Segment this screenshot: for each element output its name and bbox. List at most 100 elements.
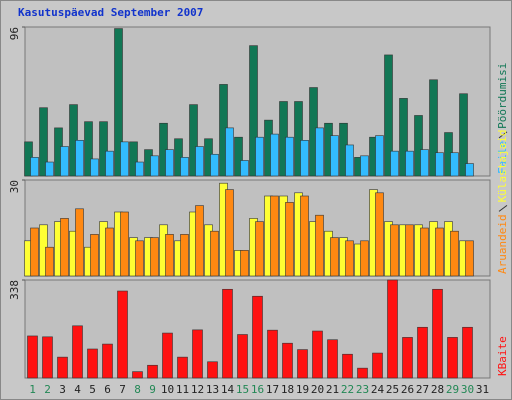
bar (375, 192, 384, 277)
x-tick-label: 5 (89, 383, 96, 396)
bar (294, 101, 303, 177)
bar (99, 121, 108, 177)
x-tick-label: 6 (104, 383, 111, 396)
bar (27, 335, 38, 379)
x-tick-label: 12 (191, 383, 204, 396)
legend-label: Pöördumisi (496, 63, 509, 129)
bar (102, 343, 113, 379)
bar (105, 150, 114, 177)
x-tick-label: 16 (251, 383, 264, 396)
bar (120, 211, 129, 277)
y-tick-label: 96 (8, 27, 21, 40)
x-tick-label: 26 (401, 383, 414, 396)
bar (420, 227, 429, 277)
bar (72, 325, 83, 379)
bar (315, 214, 324, 277)
bar (84, 121, 93, 177)
x-tick-label: 10 (161, 383, 174, 396)
bar (360, 155, 369, 177)
bar (162, 332, 173, 379)
x-tick-label: 30 (461, 383, 474, 396)
bar (450, 152, 459, 177)
x-tick-label: 31 (476, 383, 489, 396)
bar (189, 104, 198, 177)
bar (45, 246, 54, 277)
bar (330, 135, 339, 177)
bar (447, 337, 458, 379)
bar (195, 146, 204, 177)
bar (225, 127, 234, 177)
bar (435, 152, 444, 177)
bar (315, 127, 324, 177)
bar (270, 133, 279, 177)
bar (429, 79, 438, 177)
bar (150, 155, 159, 177)
bar (90, 234, 99, 277)
bar (387, 279, 398, 379)
bar (87, 348, 98, 379)
bar (234, 136, 243, 177)
separator (498, 204, 508, 212)
bar (225, 189, 234, 277)
bar (357, 367, 368, 379)
x-tick-label: 7 (119, 383, 126, 396)
bar (390, 150, 399, 177)
bar (57, 356, 68, 379)
bar (399, 98, 408, 177)
bar (345, 144, 354, 177)
x-tick-label: 21 (326, 383, 339, 396)
bar (390, 224, 399, 277)
bar (39, 107, 48, 177)
bar (30, 227, 39, 277)
bar (432, 288, 443, 379)
bar (345, 240, 354, 277)
legend-label: Aruandeid (496, 214, 509, 274)
bar (342, 353, 353, 379)
bar (270, 195, 279, 277)
x-tick-label: 22 (341, 383, 354, 396)
bar (462, 326, 473, 379)
bar (180, 234, 189, 277)
bar (195, 205, 204, 277)
x-tick-label: 23 (356, 383, 369, 396)
x-tick-label: 2 (44, 383, 51, 396)
legend-label: Külastajaid (496, 130, 509, 203)
bar (267, 329, 278, 379)
bar (45, 161, 54, 177)
x-tick-label: 14 (221, 383, 235, 396)
bar (300, 195, 309, 277)
x-tick-label: 8 (134, 383, 141, 396)
x-tick-label: 1 (29, 383, 36, 396)
bar (120, 141, 129, 177)
bar (297, 349, 308, 379)
bar (165, 234, 174, 277)
bar (60, 218, 69, 277)
bar (249, 45, 258, 177)
bar (105, 227, 114, 277)
bar (210, 230, 219, 277)
bar (240, 160, 249, 177)
bar (237, 334, 248, 379)
bar (180, 157, 189, 177)
bar (240, 250, 249, 277)
bar (147, 364, 158, 379)
bar (405, 150, 414, 177)
bar (360, 240, 369, 277)
bar (255, 136, 264, 177)
bar (75, 140, 84, 177)
x-tick-label: 19 (296, 383, 309, 396)
bar (435, 227, 444, 277)
legend-label: Faile (496, 141, 509, 174)
bar (417, 326, 428, 379)
bar (465, 240, 474, 277)
bar (192, 329, 203, 379)
bar (384, 54, 393, 177)
bar (312, 330, 323, 379)
bar (117, 290, 128, 379)
bar (420, 149, 429, 177)
bar (405, 224, 414, 277)
bar (327, 339, 338, 379)
bar (30, 157, 39, 177)
bar (75, 208, 84, 277)
